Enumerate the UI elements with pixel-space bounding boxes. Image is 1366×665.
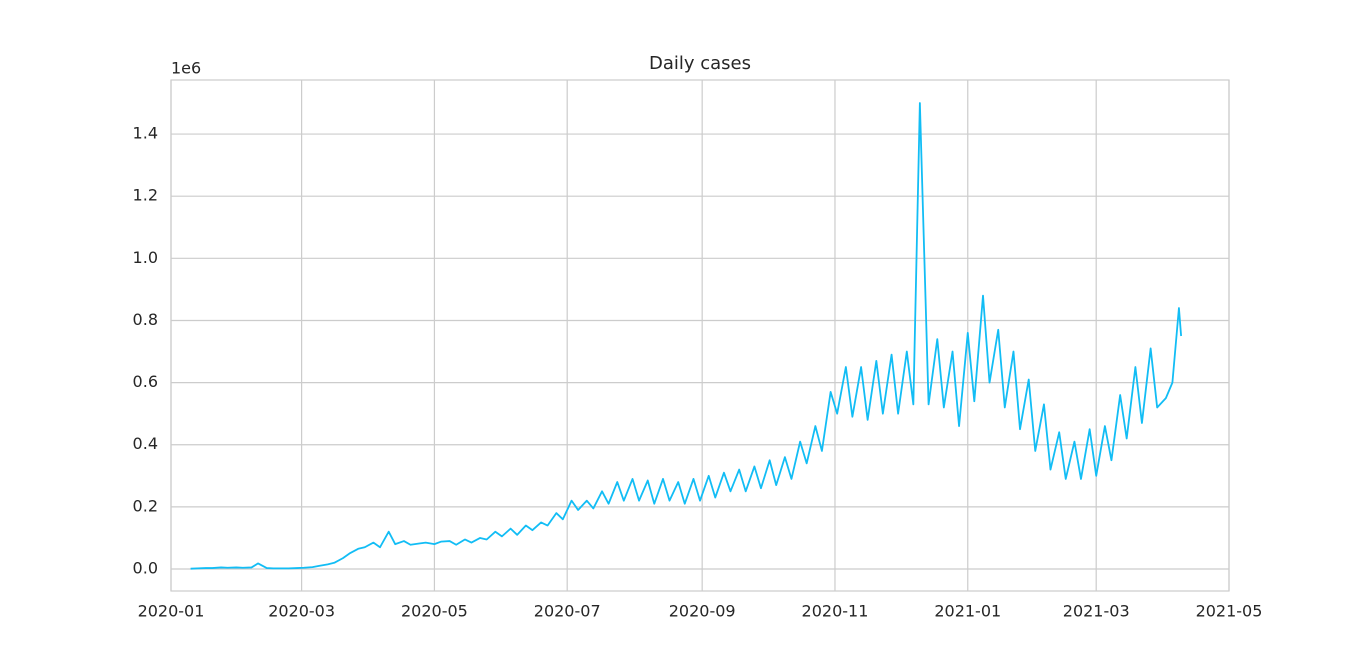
y-tick-label: 0.0 — [133, 559, 158, 578]
y-tick-label: 1.0 — [133, 248, 158, 267]
x-tick-label: 2021-05 — [1196, 602, 1263, 621]
chart-title: Daily cases — [649, 53, 751, 74]
y-tick-label: 1.4 — [133, 124, 158, 143]
y-tick-label: 0.8 — [133, 310, 158, 329]
x-tick-label: 2020-09 — [669, 602, 736, 621]
x-tick-label: 2020-03 — [268, 602, 335, 621]
x-tick-label: 2021-01 — [934, 602, 1001, 621]
y-offset-label: 1e6 — [171, 59, 201, 78]
y-tick-label: 0.2 — [133, 496, 158, 515]
y-tick-label: 0.6 — [133, 372, 158, 391]
x-tick-label: 2020-11 — [802, 602, 869, 621]
y-tick-label: 0.4 — [133, 434, 158, 453]
x-tick-label: 2020-07 — [534, 602, 601, 621]
plot-frame — [170, 79, 1230, 592]
data-line — [190, 102, 1183, 570]
x-tick-label: 2020-05 — [401, 602, 468, 621]
x-tick-label: 2020-01 — [138, 602, 205, 621]
x-tick-label: 2021-03 — [1063, 602, 1130, 621]
y-tick-label: 1.2 — [133, 186, 158, 205]
